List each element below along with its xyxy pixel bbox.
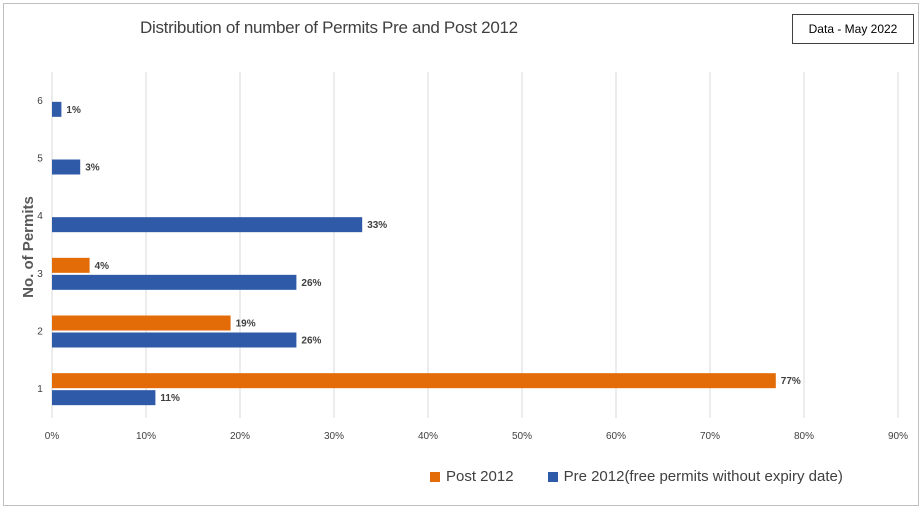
data-label: 26%	[301, 336, 321, 347]
legend-swatch-post-2012	[430, 471, 440, 482]
legend-label-post-2012: Post 2012	[446, 468, 514, 485]
legend-item-pre-2012: Pre 2012(free permits without expiry dat…	[547, 468, 843, 485]
x-tick-label: 70%	[700, 431, 720, 442]
x-tick-label: 60%	[606, 431, 626, 442]
data-label: 11%	[160, 393, 180, 404]
data-label: 77%	[781, 376, 801, 387]
bar	[52, 373, 776, 389]
bar	[52, 159, 81, 175]
x-tick-label: 80%	[794, 431, 814, 442]
y-tick-label: 6	[37, 96, 43, 107]
data-label: 3%	[85, 163, 100, 174]
y-tick-label: 1	[37, 384, 43, 395]
chart-title: Distribution of number of Permits Pre an…	[140, 18, 518, 37]
data-label: 19%	[236, 319, 256, 330]
x-tick-label: 0%	[45, 431, 60, 442]
bar	[52, 274, 297, 290]
y-tick-label: 2	[37, 327, 43, 338]
bar	[52, 101, 62, 117]
data-label: 33%	[367, 220, 387, 231]
x-tick-label: 40%	[418, 431, 438, 442]
x-tick-label: 90%	[888, 431, 908, 442]
data-label: 4%	[95, 261, 110, 272]
x-tick-label: 10%	[136, 431, 156, 442]
legend-swatch-pre-2012	[547, 471, 558, 482]
bar	[52, 257, 90, 273]
data-date-note: Data - May 2022	[792, 14, 914, 44]
chart-frame	[3, 3, 919, 506]
bar	[52, 390, 156, 406]
y-tick-label: 4	[37, 211, 43, 222]
data-label: 1%	[66, 105, 81, 116]
x-tick-label: 30%	[324, 431, 344, 442]
x-tick-label: 20%	[230, 431, 250, 442]
y-tick-label: 3	[37, 269, 43, 280]
legend: Post 2012 Pre 2012(free permits without …	[430, 468, 877, 485]
x-tick-label: 50%	[512, 431, 532, 442]
y-axis-title: No. of Permits	[20, 196, 37, 298]
bar	[52, 332, 297, 348]
bar	[52, 315, 231, 331]
bar	[52, 217, 363, 233]
data-label: 26%	[301, 278, 321, 289]
legend-label-pre-2012: Pre 2012(free permits without expiry dat…	[563, 468, 843, 485]
y-tick-label: 5	[37, 154, 43, 165]
legend-item-post-2012: Post 2012	[430, 468, 514, 485]
